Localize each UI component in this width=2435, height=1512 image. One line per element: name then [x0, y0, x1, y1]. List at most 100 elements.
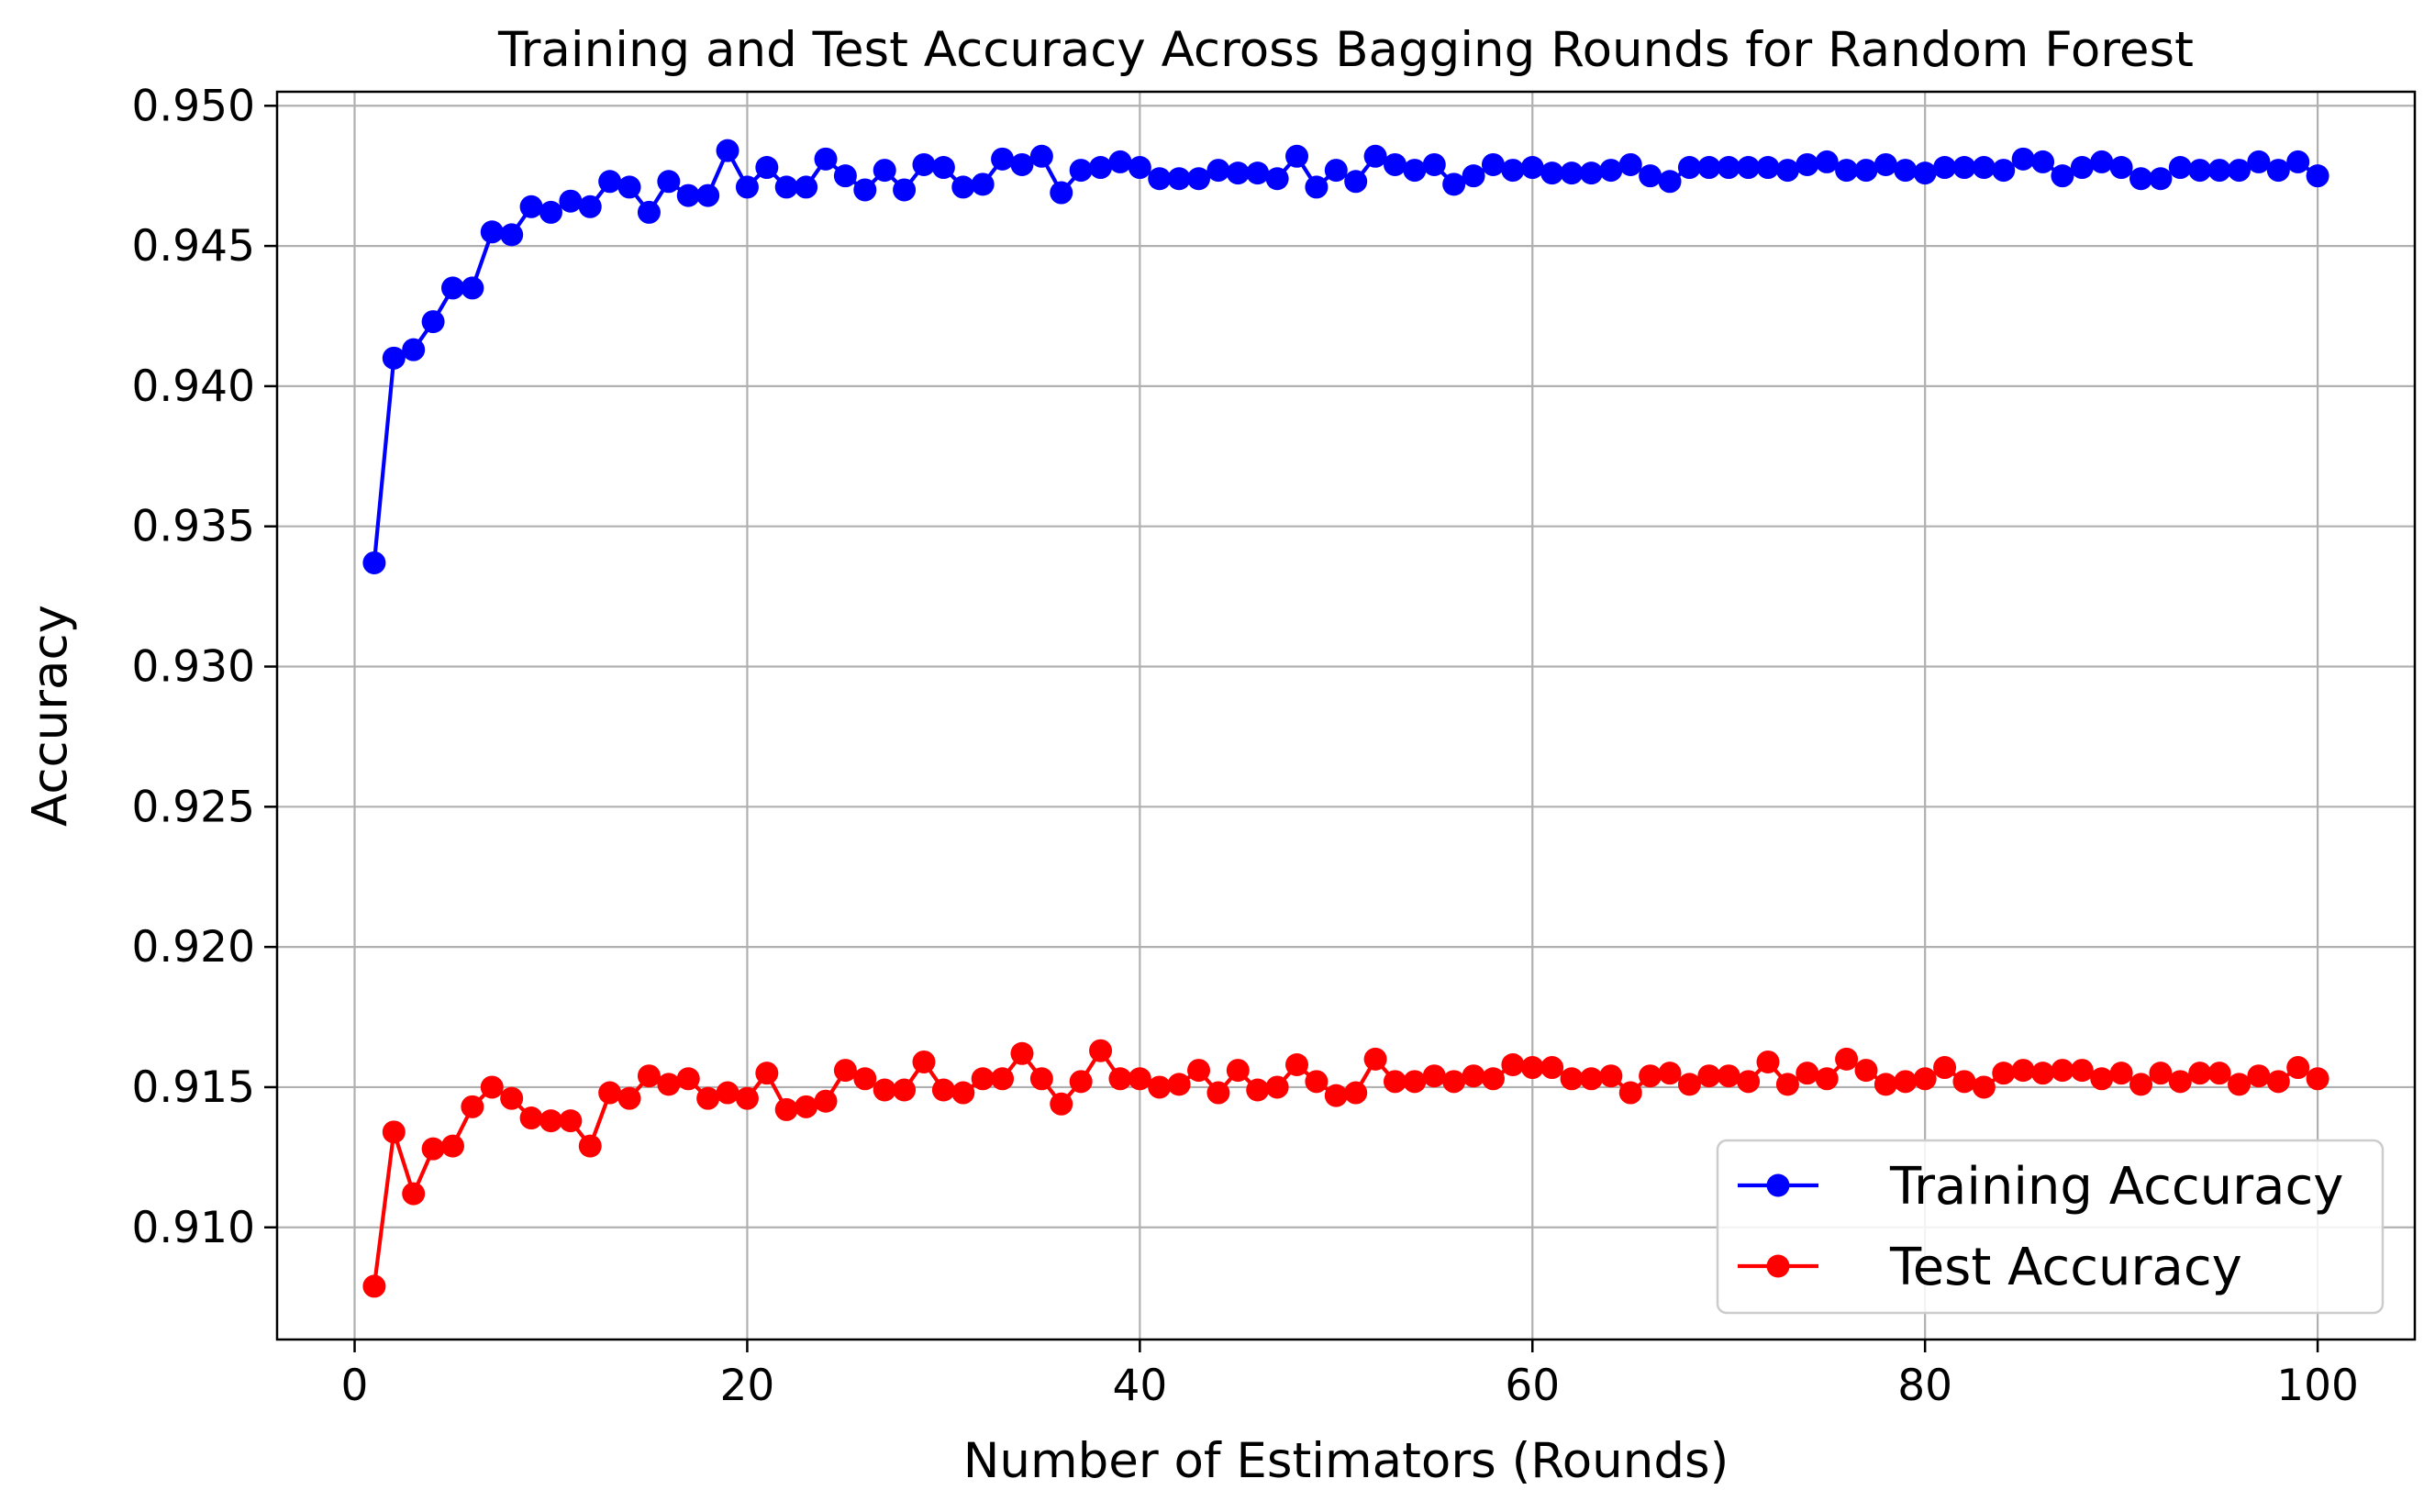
data-point — [1029, 1067, 1053, 1091]
data-point — [657, 170, 681, 194]
data-point — [1010, 152, 1034, 176]
data-point — [755, 156, 779, 180]
legend-marker — [1766, 1254, 1790, 1278]
data-point — [2286, 1056, 2310, 1080]
data-point — [1952, 156, 1976, 180]
data-point — [657, 1073, 681, 1096]
data-point — [1972, 1075, 1996, 1099]
data-point — [2207, 159, 2231, 183]
y-axis-title: Accuracy — [23, 605, 79, 827]
data-point — [480, 220, 504, 244]
grid-lines — [277, 92, 2415, 1340]
data-point — [1305, 1070, 1329, 1094]
data-point — [1462, 164, 1485, 188]
data-point — [2247, 150, 2271, 173]
data-point — [500, 1086, 524, 1110]
x-tick-label: 40 — [1112, 1361, 1167, 1411]
data-point — [1775, 159, 1799, 183]
y-tick-label: 0.910 — [131, 1203, 255, 1253]
data-point — [1206, 1081, 1230, 1105]
data-point — [1422, 152, 1446, 176]
data-point — [1599, 1064, 1623, 1088]
data-point — [461, 1095, 484, 1118]
data-point — [1344, 170, 1368, 194]
data-point — [1501, 1052, 1525, 1076]
legend-label: Training Accuracy — [1889, 1157, 2343, 1217]
data-point — [421, 1137, 445, 1161]
data-point — [402, 1182, 426, 1206]
data-point — [1501, 159, 1525, 183]
data-point — [853, 1067, 877, 1091]
data-point — [873, 159, 896, 183]
legend: Training Accuracy Test Accuracy — [1716, 1139, 2385, 1315]
data-point — [1815, 1067, 1839, 1091]
data-point — [1894, 1070, 1918, 1094]
y-tick-label: 0.950 — [131, 81, 255, 131]
data-point — [2228, 159, 2252, 183]
data-point — [1756, 156, 1780, 180]
chart-title: Training and Test Accuracy Across Baggin… — [497, 22, 2194, 78]
data-point — [382, 1120, 406, 1144]
data-point — [1050, 1092, 1073, 1116]
data-point — [598, 1081, 622, 1105]
data-point — [480, 1075, 504, 1099]
data-point — [1383, 1070, 1407, 1094]
data-point — [676, 183, 700, 207]
data-point — [2149, 167, 2173, 191]
data-point — [1835, 159, 1859, 183]
data-point — [971, 172, 995, 196]
data-point — [1677, 1073, 1701, 1096]
data-point — [2011, 1059, 2035, 1083]
data-point — [1658, 1062, 1682, 1085]
data-point — [795, 1095, 818, 1118]
data-point — [1717, 156, 1740, 180]
data-point — [1775, 1073, 1799, 1096]
data-point — [696, 1086, 720, 1110]
data-point — [1285, 1052, 1309, 1076]
data-point — [2051, 1059, 2074, 1083]
data-point — [951, 1081, 975, 1105]
data-point — [617, 175, 641, 199]
data-point — [2306, 1067, 2329, 1091]
data-point — [2149, 1062, 2173, 1085]
data-point — [1128, 156, 1151, 180]
data-point — [1148, 1075, 1172, 1099]
data-point — [873, 1078, 896, 1102]
data-point — [1913, 161, 1937, 185]
data-point — [1677, 156, 1701, 180]
x-tick-label: 100 — [2276, 1361, 2359, 1411]
data-point — [1167, 1073, 1191, 1096]
data-point — [1540, 1056, 1564, 1080]
data-point — [421, 310, 445, 334]
data-point — [951, 175, 975, 199]
data-point — [755, 1062, 779, 1085]
data-point — [2247, 1064, 2271, 1088]
data-point — [676, 1067, 700, 1091]
data-point — [1029, 144, 1053, 168]
data-point — [2228, 1073, 2252, 1096]
y-tick-label: 0.925 — [131, 782, 255, 832]
data-point — [814, 147, 838, 171]
data-point — [1854, 1059, 1878, 1083]
data-point — [795, 175, 818, 199]
data-point — [1540, 161, 1564, 185]
data-point — [2070, 156, 2094, 180]
data-point — [1442, 172, 1466, 196]
data-point — [1796, 152, 1819, 176]
data-point — [833, 164, 857, 188]
data-point — [833, 1059, 857, 1083]
data-point — [2109, 156, 2133, 180]
data-point — [1894, 159, 1918, 183]
data-point — [1344, 1081, 1368, 1105]
data-point — [1246, 161, 1270, 185]
data-point — [539, 1109, 562, 1133]
data-point — [814, 1089, 838, 1113]
data-point — [402, 338, 426, 361]
data-point — [1697, 156, 1721, 180]
data-point — [519, 1106, 543, 1130]
data-point — [735, 1086, 759, 1110]
data-point — [912, 1050, 936, 1073]
data-point — [578, 195, 602, 218]
data-point — [991, 1067, 1015, 1091]
data-point — [991, 147, 1015, 171]
